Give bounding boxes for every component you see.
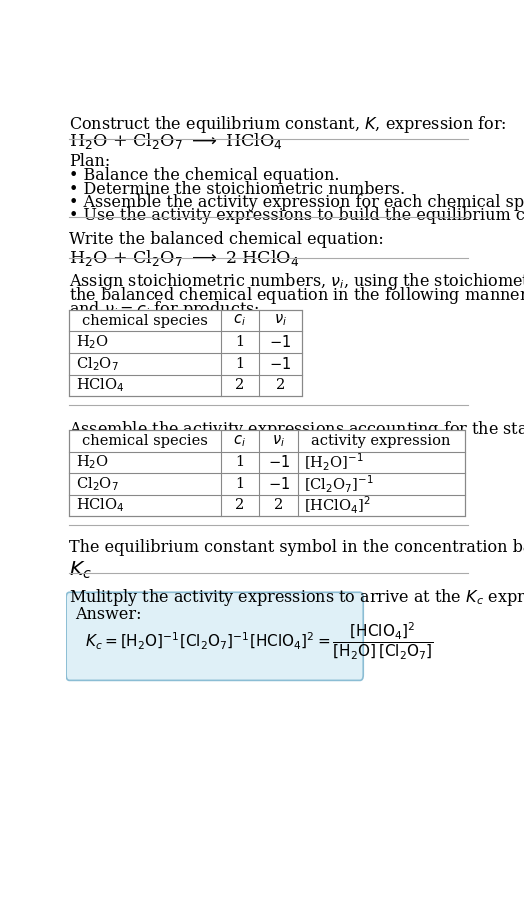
Text: chemical species: chemical species [82,433,208,448]
Text: 2: 2 [276,378,285,392]
Text: $-1$: $-1$ [268,476,290,492]
Text: HClO$_4$: HClO$_4$ [75,496,124,514]
Text: $\mathit{K}_c$: $\mathit{K}_c$ [69,560,92,580]
Text: and $\nu_i = c_i$ for products:: and $\nu_i = c_i$ for products: [69,299,260,320]
Text: $\nu_i$: $\nu_i$ [272,432,285,449]
Text: Assemble the activity expressions accounting for the state of matter and $\nu_i$: Assemble the activity expressions accoun… [69,419,524,441]
Text: $c_i$: $c_i$ [234,313,246,329]
Text: Cl$_2$O$_7$: Cl$_2$O$_7$ [75,355,118,373]
Text: chemical species: chemical species [82,314,208,328]
Text: 1: 1 [235,335,244,350]
Text: $-1$: $-1$ [269,356,291,372]
Text: [H$_2$O]$^{-1}$: [H$_2$O]$^{-1}$ [304,451,364,473]
Bar [69,430,465,516]
Text: $\nu_i$: $\nu_i$ [274,313,287,329]
Text: Assign stoichiometric numbers, $\nu_i$, using the stoichiometric coefficients, $: Assign stoichiometric numbers, $\nu_i$, … [69,271,524,292]
Text: • Determine the stoichiometric numbers.: • Determine the stoichiometric numbers. [69,180,406,197]
Text: Mulitply the activity expressions to arrive at the $K_c$ expression:: Mulitply the activity expressions to arr… [69,587,524,608]
Text: 2: 2 [274,498,283,513]
Text: The equilibrium constant symbol in the concentration basis is:: The equilibrium constant symbol in the c… [69,540,524,556]
Text: Construct the equilibrium constant, $\mathit{K}$, expression for:: Construct the equilibrium constant, $\ma… [69,114,507,135]
Text: Answer:: Answer: [75,605,142,623]
Text: [HClO$_4$]$^2$: [HClO$_4$]$^2$ [304,495,371,516]
Text: Cl$_2$O$_7$: Cl$_2$O$_7$ [75,475,118,493]
Text: H$_2$O + Cl$_2$O$_7$ $\longrightarrow$ HClO$_4$: H$_2$O + Cl$_2$O$_7$ $\longrightarrow$ H… [69,132,283,151]
Text: Plan:: Plan: [69,153,111,169]
Text: $c_i$: $c_i$ [234,432,246,449]
Text: the balanced chemical equation in the following manner: $\nu_i = -c_i$ for react: the balanced chemical equation in the fo… [69,286,524,306]
Text: 2: 2 [235,378,245,392]
Text: • Assemble the activity expression for each chemical species.: • Assemble the activity expression for e… [69,194,524,211]
Text: $-1$: $-1$ [269,334,291,350]
Text: $K_c = [\mathrm{H_2O}]^{-1} [\mathrm{Cl_2O_7}]^{-1} [\mathrm{HClO_4}]^2 = \dfrac: $K_c = [\mathrm{H_2O}]^{-1} [\mathrm{Cl_… [85,620,433,660]
Text: 2: 2 [235,498,245,513]
Text: $-1$: $-1$ [268,454,290,470]
FancyBboxPatch shape [66,592,363,680]
Bar [69,310,302,396]
Text: 1: 1 [235,455,244,469]
Text: • Balance the chemical equation.: • Balance the chemical equation. [69,168,340,185]
Text: Write the balanced chemical equation:: Write the balanced chemical equation: [69,232,384,249]
Text: H$_2$O: H$_2$O [75,453,108,471]
Text: 1: 1 [235,357,244,370]
Text: H$_2$O: H$_2$O [75,333,108,351]
Text: [Cl$_2$O$_7$]$^{-1}$: [Cl$_2$O$_7$]$^{-1}$ [304,473,374,495]
Text: • Use the activity expressions to build the equilibrium constant expression.: • Use the activity expressions to build … [69,206,524,223]
Text: H$_2$O + Cl$_2$O$_7$ $\longrightarrow$ 2 HClO$_4$: H$_2$O + Cl$_2$O$_7$ $\longrightarrow$ 2… [69,249,300,268]
Text: activity expression: activity expression [311,433,451,448]
Text: HClO$_4$: HClO$_4$ [75,377,124,394]
Text: 1: 1 [235,477,244,491]
